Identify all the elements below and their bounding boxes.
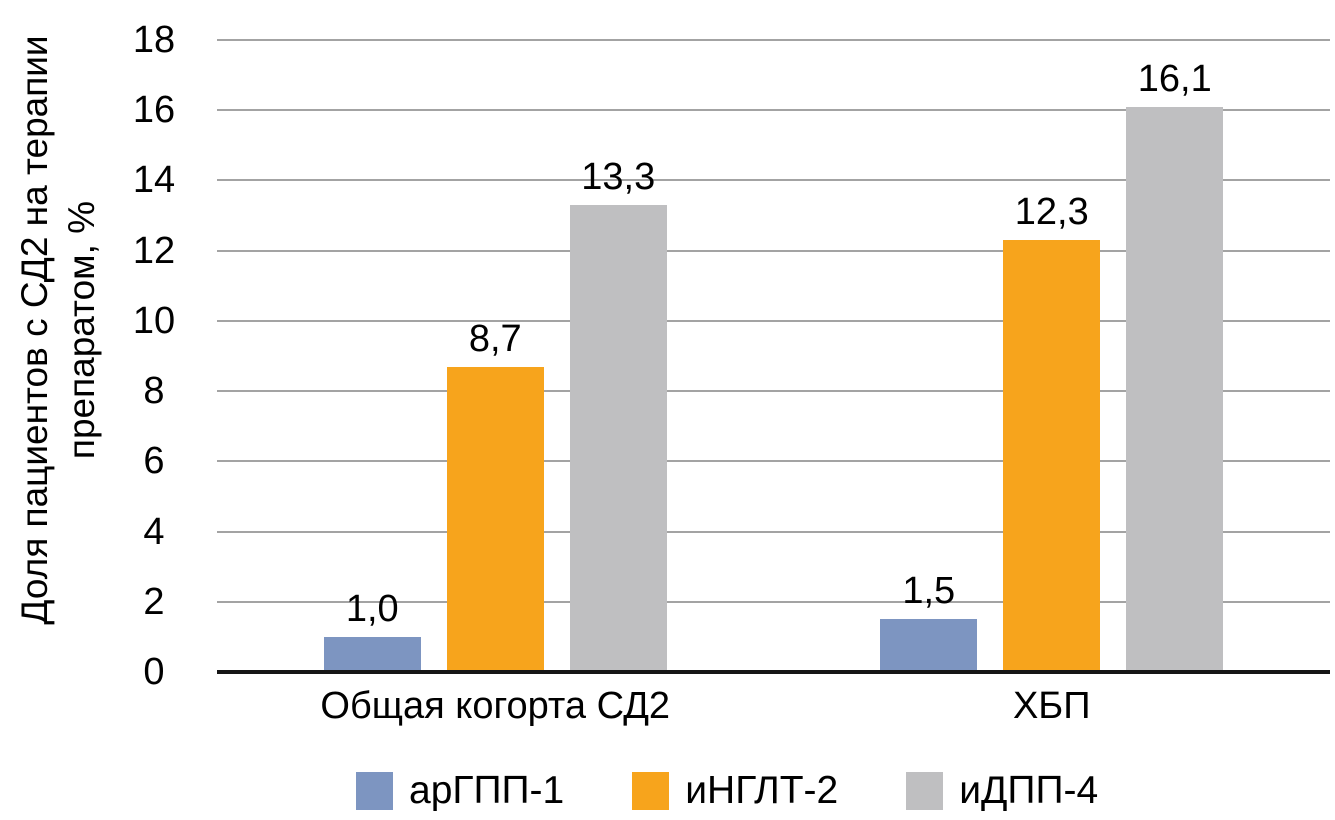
bar <box>569 205 667 672</box>
y-tick-label: 14 <box>132 159 176 202</box>
gridline <box>217 390 1330 393</box>
y-axis-title: Доля пациентов с СД2 на терапии препарат… <box>14 35 102 625</box>
y-tick-label: 8 <box>143 370 165 413</box>
legend-label: арГПП-1 <box>409 769 565 812</box>
bar-column: 1,5 <box>880 569 978 672</box>
legend-swatch <box>632 772 670 810</box>
plot-area: 1,0 8,7 13,3 1,5 12,3 16,1 <box>217 39 1330 672</box>
gridline <box>217 460 1330 463</box>
bar-value-label: 16,1 <box>1137 57 1212 100</box>
bar-value-label: 13,3 <box>581 156 656 199</box>
bar <box>1126 106 1224 672</box>
bar <box>323 636 421 672</box>
y-tick-label: 10 <box>132 299 176 342</box>
bar <box>880 619 978 672</box>
bar-column: 8,7 <box>446 317 544 672</box>
bar <box>1003 240 1101 672</box>
bar-column: 16,1 <box>1126 57 1224 672</box>
y-tick-label: 0 <box>143 651 165 693</box>
legend-swatch <box>356 772 393 810</box>
gridline <box>217 39 1330 41</box>
bar-column: 13,3 <box>569 155 667 672</box>
y-tick-label: 18 <box>132 19 176 61</box>
y-tick-label: 16 <box>132 89 176 132</box>
legend-item: иДПП-4 <box>906 769 1098 813</box>
legend-label: иНГЛТ-2 <box>685 769 839 812</box>
bar <box>446 366 544 672</box>
x-axis-line <box>217 670 1330 674</box>
gridline <box>217 249 1330 252</box>
bar-value-label: 1,0 <box>345 587 399 630</box>
gridline <box>217 109 1330 112</box>
legend-label: иДПП-4 <box>959 769 1099 812</box>
bar-group: 1,5 12,3 16,1 <box>880 57 1224 672</box>
y-tick-label: 12 <box>132 229 176 272</box>
legend-swatch <box>906 772 944 810</box>
legend-item: арГПП-1 <box>356 769 564 813</box>
bar-column: 1,0 <box>323 587 421 672</box>
legend: арГПП-1 иНГЛТ-2 иДПП-4 <box>356 769 1098 813</box>
y-tick-label: 2 <box>143 580 165 623</box>
gridline <box>217 319 1330 322</box>
y-tick-label: 4 <box>143 510 165 553</box>
bar-value-label: 12,3 <box>1014 191 1089 234</box>
bar-value-label: 1,5 <box>902 570 956 613</box>
legend-item: иНГЛТ-2 <box>632 769 838 813</box>
y-tick-label: 6 <box>143 440 165 483</box>
bar-column: 12,3 <box>1003 190 1101 672</box>
category-label: Общая когорта СД2 <box>320 685 671 727</box>
gridline <box>217 600 1330 603</box>
gridline <box>217 530 1330 533</box>
category-label: ХБП <box>1012 685 1091 727</box>
bar-group: 1,0 8,7 13,3 <box>323 155 667 672</box>
bar-value-label: 8,7 <box>468 317 522 360</box>
gridline <box>217 179 1330 182</box>
